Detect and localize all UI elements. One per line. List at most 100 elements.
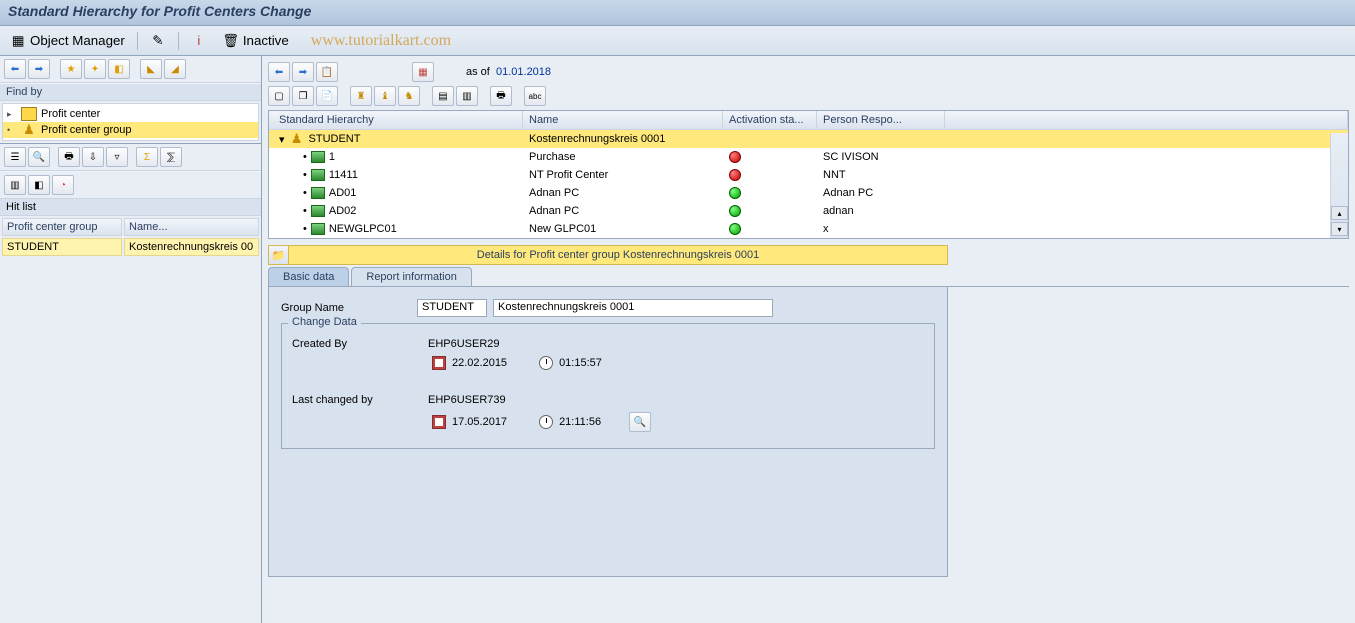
paste-button[interactable]: 📄 xyxy=(316,86,338,106)
grid-row[interactable]: ▾ ♟ STUDENT Kostenrechnungskreis 0001 xyxy=(269,130,1348,148)
hierarchy-icon: ♟ xyxy=(289,132,305,146)
hit-col-name[interactable]: Name... xyxy=(124,218,259,236)
tri1-button[interactable]: ◣ xyxy=(140,59,162,79)
tab-basic-data[interactable]: Basic data xyxy=(268,267,349,286)
bullet-icon: • xyxy=(303,223,307,235)
hit-col-group[interactable]: Profit center group xyxy=(2,218,122,236)
layout1-button[interactable]: ▤ xyxy=(432,86,454,106)
col-name[interactable]: Name xyxy=(523,111,723,129)
grid-row[interactable]: •AD01 Adnan PC Adnan PC xyxy=(269,184,1348,202)
label-changed-by: Last changed by xyxy=(292,394,422,406)
grid-row[interactable]: •11411 NT Profit Center NNT xyxy=(269,166,1348,184)
hier1-icon: ♜ xyxy=(357,91,366,102)
clipboard-button[interactable]: 📋 xyxy=(316,62,338,82)
find-button[interactable]: 🔍 xyxy=(28,147,50,167)
content: ⬅ ➡ ★ ✦ ◧ ◣ ◢ Find by ▸ Profit center • … xyxy=(0,56,1355,623)
right-panel: ⬅ ➡ 📋 ▦ as of 01.01.2018 ▢ ❐ 📄 ♜ ♝ ♞ ▤ ▥… xyxy=(262,56,1355,623)
bullet-icon: • xyxy=(303,151,307,163)
log-button[interactable]: 🔍 xyxy=(629,412,651,432)
pencil-icon: ✎ xyxy=(150,34,166,48)
tri2-button[interactable]: ◢ xyxy=(164,59,186,79)
col-person[interactable]: Person Respo... xyxy=(817,111,945,129)
cell-name: Purchase xyxy=(523,150,723,164)
cube-icon xyxy=(311,169,325,181)
status-green-icon xyxy=(729,205,741,217)
tab-content: Group Name STUDENT Kostenrechnungskreis … xyxy=(268,287,948,577)
right-toolbar-1: ⬅ ➡ 📋 ▦ as of 01.01.2018 xyxy=(268,60,1349,84)
object-manager-icon: ▦ xyxy=(10,34,26,48)
abc-button[interactable]: abc xyxy=(524,86,546,106)
grid-row[interactable]: •NEWGLPC01 New GLPC01 x xyxy=(269,220,1348,238)
print-button[interactable]: 🖶 xyxy=(58,147,80,167)
copy-button[interactable]: ❐ xyxy=(292,86,314,106)
cell-id: •AD02 xyxy=(269,204,523,218)
cell-status xyxy=(723,186,817,200)
total-button[interactable]: Σ xyxy=(136,147,158,167)
cell-name: NT Profit Center xyxy=(523,168,723,182)
scroll-up-icon[interactable]: ▴ xyxy=(1331,206,1348,220)
tab-report-information[interactable]: Report information xyxy=(351,267,472,286)
row-changed-by: Last changed by EHP6USER739 xyxy=(292,394,924,406)
create-button[interactable]: ▢ xyxy=(268,86,290,106)
value-changed-time: 21:11:56 xyxy=(559,416,601,428)
cell-status xyxy=(723,168,817,182)
expand-icon[interactable]: ▾ xyxy=(279,133,285,146)
hier1-button[interactable]: ♜ xyxy=(350,86,372,106)
row-group-name: Group Name STUDENT Kostenrechnungskreis … xyxy=(281,299,935,317)
fav3-button[interactable]: ◧ xyxy=(108,59,130,79)
label-created-by: Created By xyxy=(292,338,422,350)
tree-item-profit-center[interactable]: ▸ Profit center xyxy=(3,106,258,122)
back-button[interactable]: ⬅ xyxy=(4,59,26,79)
pencil-button[interactable]: ✎ xyxy=(146,32,170,50)
period-button[interactable]: ▦ xyxy=(412,62,434,82)
forward-button[interactable]: ➡ xyxy=(28,59,50,79)
hit-row[interactable]: STUDENT Kostenrechnungskreis 00 xyxy=(2,238,259,256)
inactive-button[interactable]: 🗑 Inactive xyxy=(219,31,293,50)
filter-icon: ▿ xyxy=(114,152,119,163)
col-hierarchy[interactable]: Standard Hierarchy xyxy=(269,111,523,129)
info-button[interactable]: i xyxy=(187,32,211,50)
cell-name: Adnan PC xyxy=(523,186,723,200)
hierarchy-icon: ♟ xyxy=(21,123,37,137)
hier3-button[interactable]: ♞ xyxy=(398,86,420,106)
back-button[interactable]: ⬅ xyxy=(268,62,290,82)
cell-id: ▾ ♟ STUDENT xyxy=(269,131,523,147)
clock-icon xyxy=(539,356,553,370)
export-button[interactable]: ⇩ xyxy=(82,147,104,167)
groupbox-title: Change Data xyxy=(288,316,361,328)
details-button[interactable]: ☰ xyxy=(4,147,26,167)
grid-scrollbar[interactable]: ▴ ▾ xyxy=(1330,133,1348,238)
object-manager-button[interactable]: ▦ Object Manager xyxy=(6,31,129,50)
forward-button[interactable]: ➡ xyxy=(292,62,314,82)
abc-icon: abc xyxy=(529,92,542,101)
layout2-button[interactable]: ▥ xyxy=(456,86,478,106)
subsigma-icon: ⅀ xyxy=(167,152,175,163)
graphic-button[interactable]: ◧ xyxy=(28,175,50,195)
grid-row[interactable]: •1 Purchase SC IVISON xyxy=(269,148,1348,166)
layout-button[interactable]: ▥ xyxy=(4,175,26,195)
scroll-down-icon[interactable]: ▾ xyxy=(1331,222,1348,236)
hit-table: Profit center group Name... STUDENT Kost… xyxy=(0,216,261,258)
print-icon: 🖶 xyxy=(496,88,505,105)
fav2-button[interactable]: ✦ xyxy=(84,59,106,79)
input-group-name[interactable]: STUDENT xyxy=(417,299,487,317)
grid-row[interactable]: •AD02 Adnan PC adnan xyxy=(269,202,1348,220)
row-changed-datetime: 17.05.2017 21:11:56 🔍 xyxy=(292,412,924,432)
chart-button[interactable]: ◔ xyxy=(52,175,74,195)
profit-center-icon xyxy=(21,107,37,121)
clipboard-icon: 📋 xyxy=(321,67,333,78)
asof-date[interactable]: 01.01.2018 xyxy=(496,66,551,78)
col-activation[interactable]: Activation sta... xyxy=(723,111,817,129)
input-group-desc[interactable]: Kostenrechnungskreis 0001 xyxy=(493,299,773,317)
tree-item-profit-center-group[interactable]: • ♟ Profit center group xyxy=(3,122,258,138)
print-icon: 🖶 xyxy=(64,149,73,166)
right-toolbar-2: ▢ ❐ 📄 ♜ ♝ ♞ ▤ ▥ 🖶 abc xyxy=(268,84,1349,110)
cell-person: SC IVISON xyxy=(817,150,945,164)
folder-icon[interactable]: 📁 xyxy=(269,246,289,264)
subtotal-button[interactable]: ⅀ xyxy=(160,147,182,167)
filter-button[interactable]: ▿ xyxy=(106,147,128,167)
print-button[interactable]: 🖶 xyxy=(490,86,512,106)
hier2-button[interactable]: ♝ xyxy=(374,86,396,106)
value-created-time: 01:15:57 xyxy=(559,357,602,369)
fav1-button[interactable]: ★ xyxy=(60,59,82,79)
